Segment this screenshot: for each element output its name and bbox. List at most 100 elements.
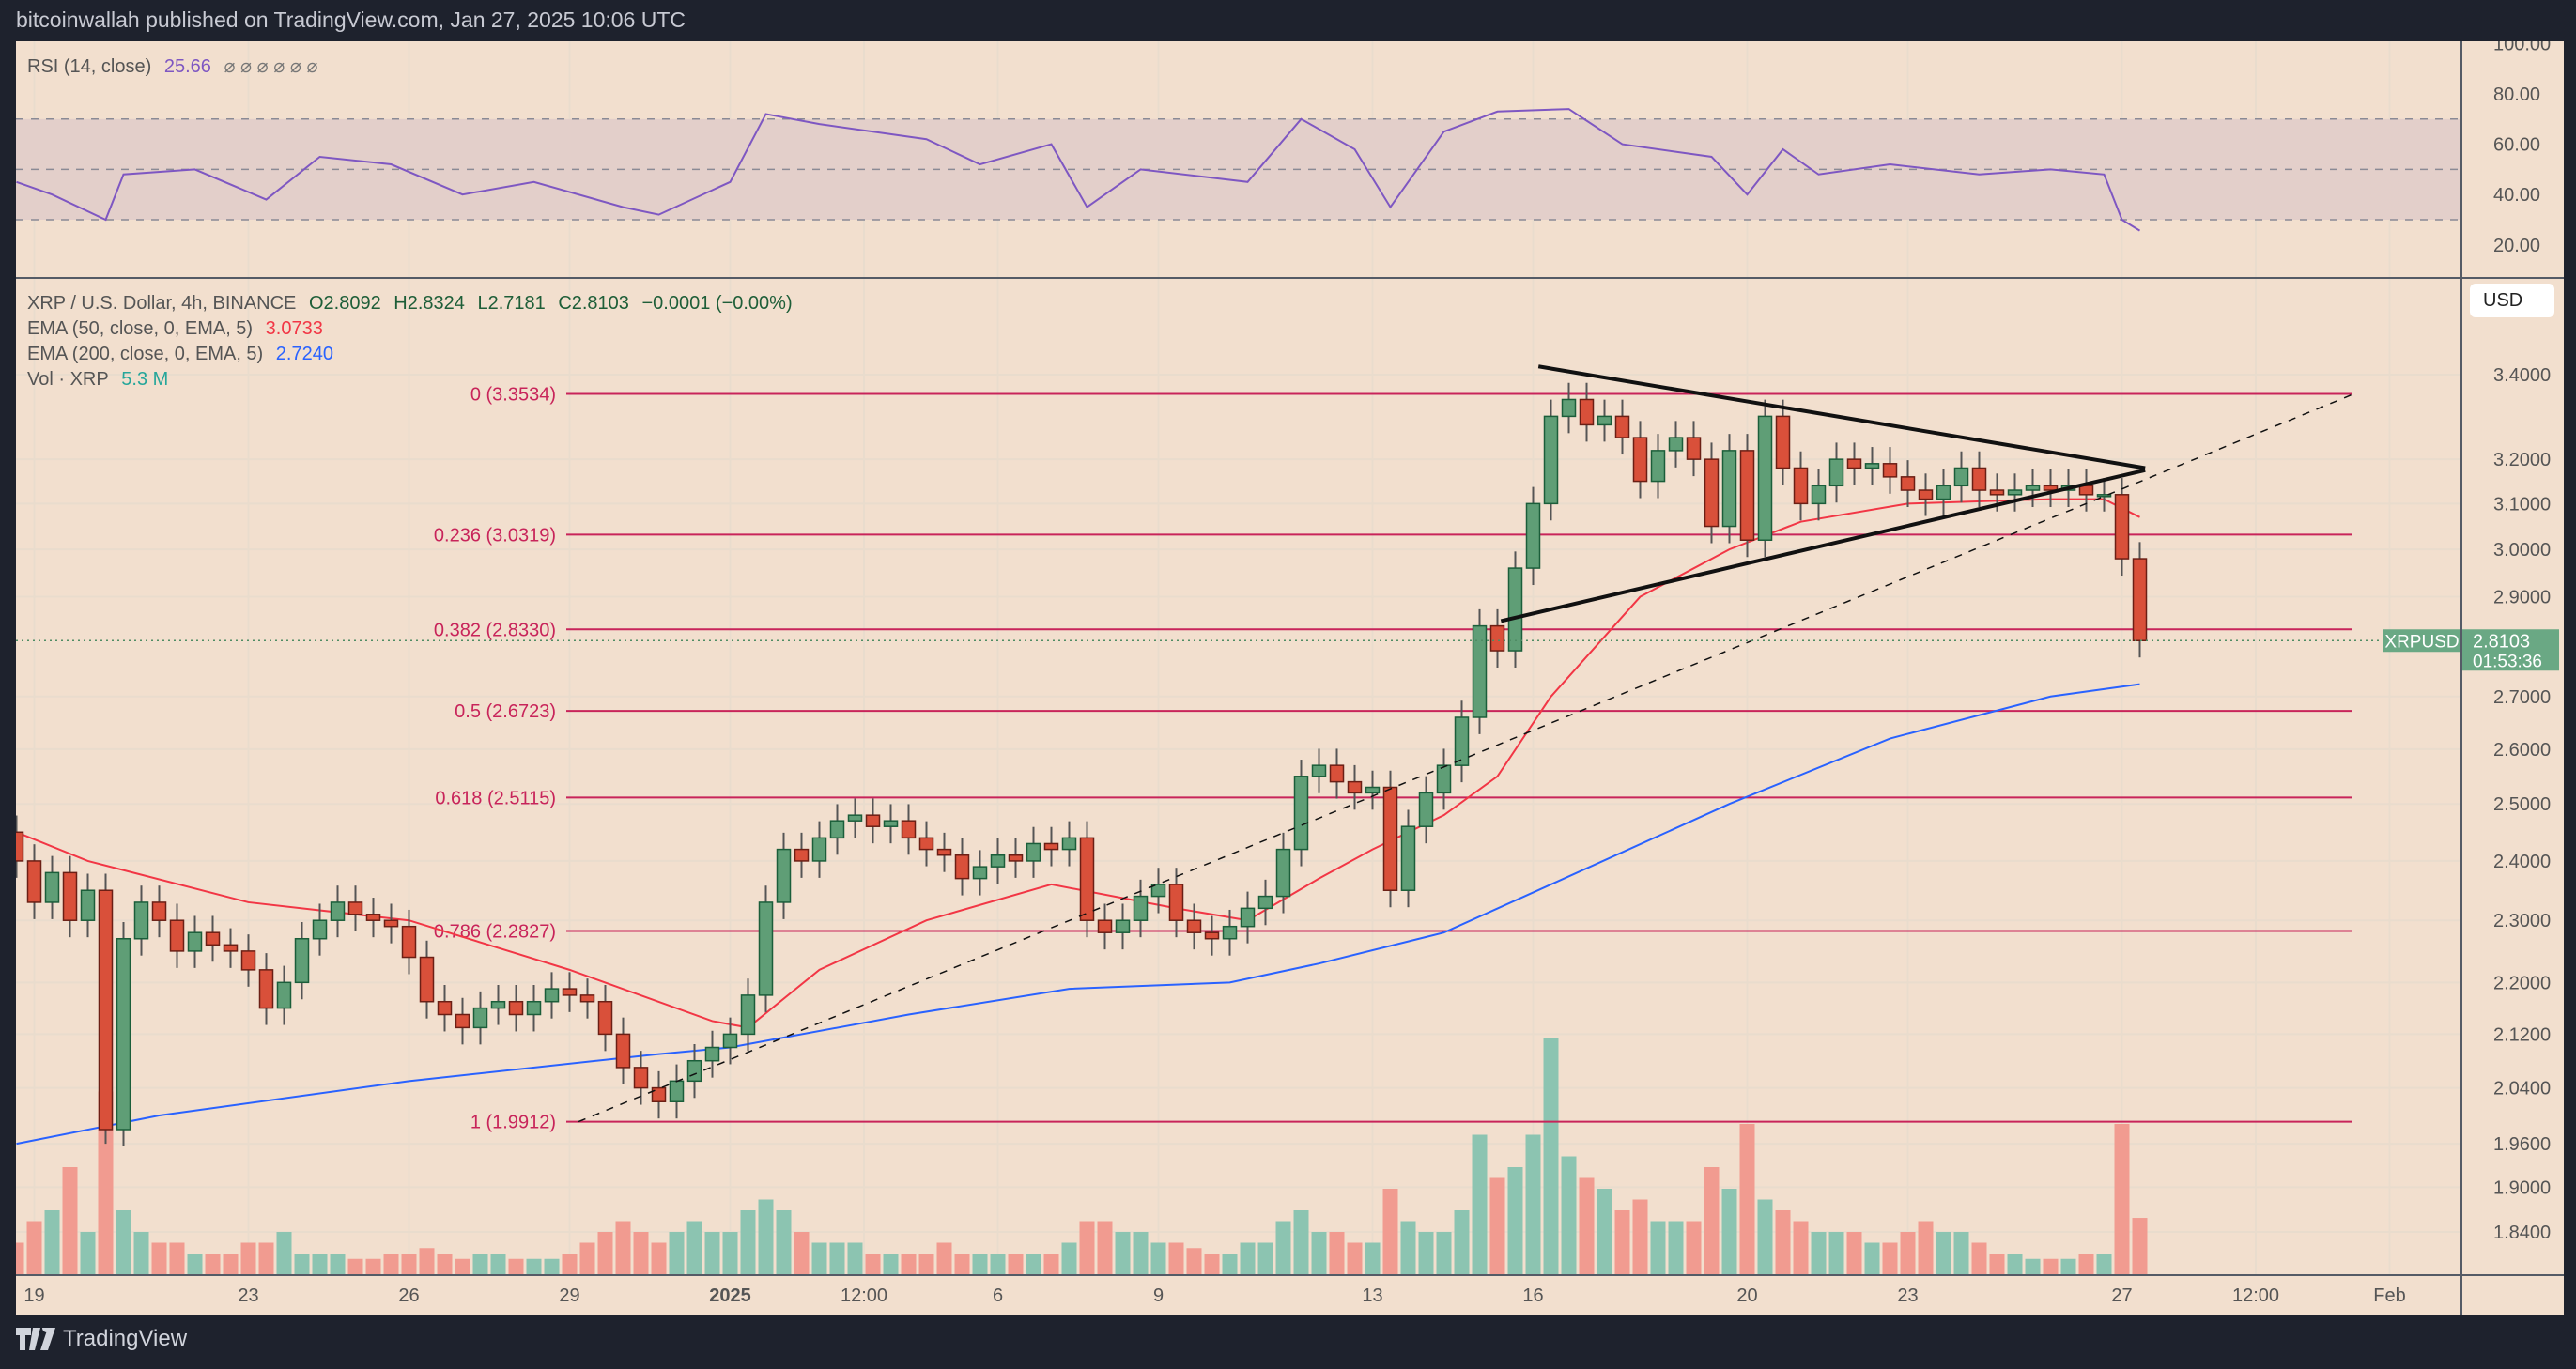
- candle-body: [312, 919, 328, 940]
- fib-trend-line[interactable]: [578, 392, 2354, 1123]
- candle-body: [1382, 786, 1398, 891]
- volume-bar: [1721, 1189, 1737, 1275]
- volume-bar: [1614, 1210, 1630, 1275]
- price-tick-label: 3.2000: [2493, 450, 2551, 470]
- volume-bar: [169, 1242, 185, 1275]
- candle-body: [1275, 848, 1291, 898]
- ema50-name: EMA (50, close, 0, EMA, 5): [27, 318, 254, 339]
- candle-body: [437, 1000, 453, 1016]
- volume-bar: [2114, 1124, 2130, 1275]
- price-tick-label: 2.7000: [2493, 687, 2551, 708]
- volume-bar: [1293, 1210, 1309, 1275]
- volume-bar: [1168, 1242, 1184, 1275]
- candle-body: [615, 1033, 631, 1069]
- currency-selector[interactable]: USD: [2470, 284, 2554, 317]
- ema50-legend[interactable]: EMA (50, close, 0, EMA, 5) 3.0733: [27, 316, 800, 342]
- rsi-legend: RSI (14, close) 25.66 ⌀ ⌀ ⌀ ⌀ ⌀ ⌀: [27, 54, 325, 78]
- price-tag: [2461, 629, 2559, 671]
- time-tick-label: 9: [1153, 1285, 1164, 1306]
- volume-bar: [918, 1254, 934, 1275]
- volume-bar: [526, 1258, 542, 1275]
- volume-bar: [1828, 1232, 1844, 1275]
- triangle-trendline[interactable]: [1537, 364, 2146, 470]
- chart-panel[interactable]: 100.00 80.00 60.00 40.00 20.00 0 (3.3534) 0.23…: [16, 41, 2564, 1315]
- candle-body: [401, 925, 417, 959]
- candle-body: [704, 1046, 720, 1062]
- chart-canvas[interactable]: 100.00 80.00 60.00 40.00 20.00 0 (3.3534) 0.23…: [16, 41, 2564, 1315]
- candle-body: [1721, 450, 1737, 528]
- volume-bar: [883, 1254, 899, 1275]
- price-tick-label: 1.9600: [2493, 1134, 2551, 1155]
- ema200-value: 2.7240: [275, 344, 333, 364]
- volume-bar: [704, 1232, 720, 1275]
- volume-bar: [651, 1242, 667, 1275]
- volume-bar: [1347, 1242, 1363, 1275]
- volume-bar: [1043, 1254, 1059, 1275]
- ema200-legend[interactable]: EMA (200, close, 0, EMA, 5) 2.7240: [27, 342, 800, 367]
- volume-bar: [455, 1258, 470, 1275]
- time-tick-label: 16: [1522, 1285, 1543, 1306]
- candle-body: [419, 956, 435, 1003]
- volume-bar: [2078, 1254, 2094, 1275]
- volume-bar: [1489, 1177, 1505, 1275]
- candle-body: [1026, 842, 1041, 862]
- candle-body: [16, 831, 24, 862]
- candle-body: [544, 988, 560, 1003]
- volume-bar: [472, 1254, 488, 1275]
- candle-body: [116, 937, 131, 1131]
- candle-body: [1454, 716, 1470, 766]
- rsi-legend-extras: ⌀ ⌀ ⌀ ⌀ ⌀ ⌀: [224, 56, 318, 77]
- candle-body: [1846, 458, 1862, 469]
- volume-bar: [544, 1258, 560, 1275]
- volume-bar: [847, 1242, 863, 1275]
- volume-bar: [401, 1254, 417, 1275]
- time-tick-label: 19: [23, 1285, 44, 1306]
- candle-body: [1061, 837, 1077, 851]
- volume-bar: [1739, 1124, 1755, 1275]
- volume-bar: [1971, 1242, 1987, 1275]
- volume-bar: [1882, 1242, 1898, 1275]
- volume-bar: [1900, 1232, 1916, 1275]
- volume-bar: [865, 1254, 881, 1275]
- volume-bar: [1436, 1232, 1452, 1275]
- volume-legend[interactable]: Vol · XRP 5.3 M: [27, 367, 800, 392]
- volume-bar: [98, 1091, 114, 1275]
- volume-bar: [758, 1199, 774, 1275]
- price-tick-label: 2.2000: [2493, 973, 2551, 993]
- candle-body: [1240, 907, 1256, 928]
- candle-body: [240, 950, 256, 971]
- volume-bar: [1811, 1232, 1827, 1275]
- candle-body: [80, 889, 96, 921]
- volume-bar: [1275, 1221, 1291, 1275]
- price-tick-label: 2.6000: [2493, 740, 2551, 761]
- candle-body: [1775, 415, 1791, 469]
- candle-body: [954, 854, 970, 880]
- candle-body: [1828, 458, 1844, 487]
- volume-bar: [312, 1254, 328, 1275]
- candle-body: [651, 1086, 667, 1102]
- volume-bar: [1222, 1254, 1238, 1275]
- candle-body: [169, 919, 185, 952]
- rsi-tick-label: 20.00: [2493, 236, 2540, 256]
- candle-body: [1953, 467, 1969, 487]
- price-tick-label: 3.0000: [2493, 540, 2551, 561]
- candle-body: [187, 931, 203, 952]
- publish-info: bitcoinwallah published on TradingView.c…: [16, 8, 686, 32]
- volume-bar: [990, 1254, 1006, 1275]
- volume-bar: [597, 1232, 613, 1275]
- price-tag-value: 2.8103: [2473, 631, 2530, 652]
- candle-body: [776, 848, 792, 903]
- volume-bar: [133, 1232, 149, 1275]
- volume-bar: [901, 1254, 917, 1275]
- rsi-tick-label: 100.00: [2493, 41, 2551, 54]
- price-tick-label: 1.8400: [2493, 1223, 2551, 1243]
- volume-bar: [1668, 1221, 1684, 1275]
- symbol-name[interactable]: XRP / U.S. Dollar, 4h, BINANCE: [27, 293, 297, 314]
- volume-bar: [1543, 1038, 1559, 1275]
- volume-bar: [205, 1254, 221, 1275]
- volume-bar: [1365, 1242, 1381, 1275]
- volume-bar: [1079, 1221, 1095, 1275]
- volume-bar: [1329, 1232, 1345, 1275]
- candle-body: [1543, 415, 1559, 505]
- triangle-trendline[interactable]: [1500, 468, 2146, 623]
